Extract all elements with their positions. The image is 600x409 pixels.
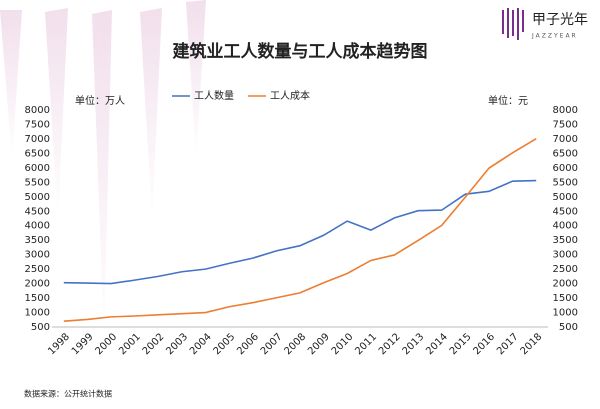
y2-tick-label: 1000: [553, 308, 578, 319]
y-tick-label: 4500: [25, 206, 50, 217]
y-tick-label: 500: [31, 322, 50, 333]
y-tick-label: 7000: [25, 134, 50, 145]
x-tick-label: 2012: [377, 331, 403, 357]
source: 数据来源：公开统计数据: [24, 389, 112, 399]
x-tick-label: 2004: [188, 331, 214, 357]
x-tick-label: 2014: [424, 331, 450, 357]
x-tick-label: 2000: [94, 331, 120, 357]
x-tick-label: 2007: [259, 331, 285, 357]
y2-tick-label: 6000: [553, 163, 578, 174]
y2-tick-label: 7000: [553, 134, 578, 145]
x-tick-label: 2018: [519, 331, 545, 357]
y2-tick-label: 500: [559, 322, 578, 333]
x-tick-label: 2011: [353, 331, 379, 357]
chart-title: 建筑业工人数量与工人成本趋势图: [173, 41, 428, 62]
y2-tick-label: 1500: [553, 293, 578, 304]
y2-tick-label: 4000: [553, 221, 578, 232]
y2-tick-label: 4500: [553, 206, 578, 217]
y2-tick-label: 2500: [553, 264, 578, 275]
y2-tick-label: 5500: [553, 177, 578, 188]
x-tick-label: 2001: [117, 331, 143, 357]
x-tick-label: 2010: [330, 331, 356, 357]
y2-tick-label: 2000: [553, 279, 578, 290]
y2-tick-label: 3500: [553, 235, 578, 246]
y-tick-label: 2000: [25, 279, 50, 290]
y-tick-label: 3000: [25, 250, 50, 261]
x-tick-label: 2017: [495, 331, 521, 357]
x-tick-label: 2013: [401, 331, 427, 357]
y-tick-label: 5000: [25, 192, 50, 203]
y-tick-label: 7500: [25, 119, 50, 130]
x-tick-label: 2009: [306, 331, 332, 357]
x-tick-label: 2015: [448, 331, 474, 357]
x-tick-label: 2003: [164, 331, 190, 357]
y2-tick-label: 8000: [553, 105, 578, 116]
x-tick-label: 2016: [471, 331, 497, 357]
legend-label: 工人成本: [270, 89, 310, 102]
y2-axis-label: 单位：元: [488, 94, 528, 107]
y-axis-label: 单位：万人: [75, 94, 125, 107]
x-tick-label: 2005: [212, 331, 238, 357]
y-tick-label: 5500: [25, 177, 50, 188]
logo-name: 甲子光年: [532, 12, 588, 28]
x-tick-label: 2006: [235, 331, 261, 357]
y-tick-label: 3500: [25, 235, 50, 246]
y2-tick-label: 5000: [553, 192, 578, 203]
y-tick-label: 2500: [25, 264, 50, 275]
y-tick-label: 4000: [25, 221, 50, 232]
series-line: [63, 179, 537, 285]
y2-tick-label: 3000: [553, 250, 578, 261]
y-tick-label: 6500: [25, 148, 50, 159]
series-line: [63, 137, 537, 323]
y-tick-label: 1500: [25, 293, 50, 304]
x-tick-label: 2008: [282, 331, 308, 357]
y2-tick-label: 6500: [553, 148, 578, 159]
x-tick-label: 1998: [46, 331, 72, 357]
legend-label: 工人数量: [194, 89, 234, 102]
y2-tick-label: 7500: [553, 119, 578, 130]
y-tick-label: 1000: [25, 308, 50, 319]
decoration: [0, 0, 524, 340]
logo-sub: JAZZYEAR: [531, 33, 578, 40]
x-tick-label: 1999: [70, 331, 96, 357]
y-tick-label: 8000: [25, 105, 50, 116]
y-tick-label: 6000: [25, 163, 50, 174]
x-tick-label: 2002: [141, 331, 167, 357]
